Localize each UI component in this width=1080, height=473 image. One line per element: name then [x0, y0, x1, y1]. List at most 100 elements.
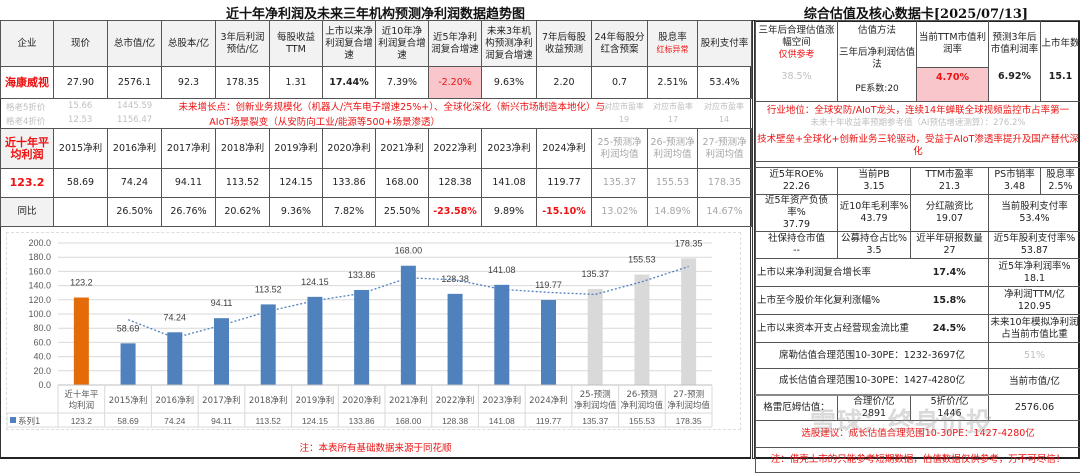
yoy-value: 20.62%: [216, 198, 270, 227]
eps-ttm-value: 1.31: [270, 67, 323, 99]
company-name: 海康威视: [1, 67, 54, 99]
svg-text:25-预测: 25-预测: [580, 389, 611, 400]
method-cell: 估值方法 三年后净利润估值法 PE系数:20: [838, 21, 917, 102]
yoy-row: 同比 26.50% 26.76% 20.62% 9.36% 7.82% 25.5…: [1, 198, 752, 227]
svg-text:140.0: 140.0: [28, 281, 51, 291]
pe-label-1: 对应市盈率: [600, 101, 648, 112]
col-market-cap: 总市值/亿: [108, 21, 162, 67]
svg-text:168.00: 168.00: [395, 246, 423, 256]
col-shares: 总股本/亿: [162, 21, 216, 67]
metric-gross-margin: 近10年毛利率%43.79: [838, 195, 911, 232]
payout-ratio-value: 53.4%: [698, 67, 752, 99]
dividend-yield-label: 股息率: [649, 32, 696, 44]
growth-points-line2: AIoT场景裂变（从安防向工业/能源等500+场景渗透）: [165, 114, 440, 128]
svg-text:180.0: 180.0: [28, 252, 51, 262]
col-cagr-5y: 近5年净利润复合增速: [429, 21, 482, 67]
svg-text:124.15: 124.15: [302, 416, 328, 426]
years-cell: 上市年数 15.1: [1041, 21, 1080, 102]
yoy-value: 9.89%: [482, 198, 537, 227]
profit-value: 168.00: [376, 169, 429, 198]
svg-text:135.37: 135.37: [581, 269, 609, 279]
profit-value: 74.24: [108, 169, 162, 198]
dividend-yield-value: 2.51%: [648, 67, 698, 99]
capex-label: 上市以来资本开支占经营现金流比重: [756, 315, 911, 343]
year-header: 2019净利: [270, 129, 323, 169]
yoy-value: 9.36%: [270, 198, 323, 227]
chart-bar: [681, 258, 696, 385]
chart-bar: [307, 297, 322, 385]
svg-text:20.0: 20.0: [33, 366, 51, 376]
svg-text:均利润: 均利润: [69, 400, 95, 411]
pe-value-2: 17: [648, 115, 698, 124]
svg-text:135.37: 135.37: [582, 416, 608, 426]
yield3-value: 6.92%: [989, 67, 1040, 83]
col-eps-7y: 7年后每股收益预测: [537, 21, 592, 67]
metric-payout-5y: 近5年股利支付率%53.87: [989, 232, 1080, 259]
price-cagr-label: 上市至今股价年化复利涨幅%: [756, 287, 911, 315]
market-cap-value: 2576.1: [108, 67, 162, 99]
svg-text:94.11: 94.11: [211, 416, 232, 426]
svg-text:40.0: 40.0: [33, 352, 51, 362]
svg-text:58.69: 58.69: [117, 323, 140, 333]
year-header: 2016净利: [108, 129, 162, 169]
upside-cell: 三年后合理估值涨幅空间 仅供参考 38.5%: [756, 21, 838, 102]
capex-value: 24.5%: [911, 315, 989, 343]
col-cagr-since-ipo: 上市以来净利润复合增速: [323, 21, 376, 67]
graham-5-price: 15.66: [68, 101, 92, 111]
pe-value-3: 14: [698, 115, 750, 124]
cagr-since-ipo-value: 17.44%: [323, 67, 376, 99]
metric-roe: 近5年ROE%22.26: [756, 168, 838, 195]
upside-label: 三年后合理估值涨幅空间: [757, 25, 836, 49]
col-company: 企业: [1, 21, 54, 67]
yoy-value: [54, 198, 108, 227]
forecast-header: 26-预测净利润均值: [648, 129, 698, 169]
svg-text:近十年平: 近十年平: [64, 389, 99, 400]
svg-text:2018净利: 2018净利: [249, 395, 288, 406]
chart-bar: [121, 343, 136, 385]
yield3-label: 预测3年后市值利润率: [989, 21, 1040, 67]
forecast-header: 27-预测净利润均值: [698, 129, 752, 169]
svg-text:58.69: 58.69: [117, 416, 139, 426]
svg-text:200.0: 200.0: [28, 238, 51, 248]
svg-text:113.52: 113.52: [255, 284, 282, 294]
valuation-top-table: 三年后合理估值涨幅空间 仅供参考 38.5% 估值方法 三年后净利润估值法 PE…: [755, 20, 1080, 168]
upside-note: 仅供参考: [757, 49, 836, 61]
svg-text:120.0: 120.0: [28, 295, 51, 305]
bar-chart-svg: 0.020.040.060.080.0100.0120.0140.0160.01…: [7, 233, 742, 431]
profit-value: 94.11: [162, 169, 216, 198]
svg-text:178.35: 178.35: [676, 416, 702, 426]
avg-profit-label: 近十年平均利润: [1, 129, 54, 169]
cagr-label: 上市以来净利润复合增长率: [756, 259, 911, 287]
yoy-forecast: 13.02%: [592, 198, 648, 227]
col-eps-ttm: 每股收益TTM: [270, 21, 323, 67]
chart-bar: [214, 318, 229, 385]
svg-text:60.0: 60.0: [33, 337, 51, 347]
ai-return-ref: 未来十年收益率预期参考值（AI预估增速测算）：276.2%: [757, 117, 1079, 129]
svg-text:2022净利: 2022净利: [436, 395, 475, 406]
profit-header-row: 近十年平均利润 2015净利 2016净利 2017净利 2018净利 2019…: [1, 129, 752, 169]
method-label: 估值方法: [839, 25, 915, 37]
svg-text:133.86: 133.86: [349, 416, 375, 426]
svg-text:2019净利: 2019净利: [296, 395, 335, 406]
cagr-value: 17.4%: [911, 259, 989, 287]
svg-text:155.53: 155.53: [629, 416, 655, 426]
growth-drivers: 技术壁垒+全球化+创新业务三轮驱动，受益于AIoT渗透率提升及国产替代深化: [757, 134, 1079, 158]
disclaimer: 注：借壳上市的只能参考短期数据，估值数据仅供参考，万不可尽信！: [756, 448, 1080, 473]
svg-text:168.00: 168.00: [395, 416, 421, 426]
mcap-value: 2576.06: [989, 395, 1080, 421]
svg-text:净利润均值: 净利润均值: [667, 400, 710, 411]
yield3-cell: 预测3年后市值利润率 6.92%: [989, 21, 1041, 102]
year-header: 2024净利: [537, 129, 592, 169]
chart-bar: [74, 298, 89, 385]
svg-text:94.11: 94.11: [211, 298, 233, 308]
chart-bar: [401, 266, 416, 385]
eps-7y-value: 2.20: [537, 67, 592, 99]
svg-text:净利润均值: 净利润均值: [574, 400, 617, 411]
stock-summary-table: 企业 现价 总市值/亿 总股本/亿 3年后利润预估/亿 每股收益TTM 上市以来…: [0, 20, 752, 99]
pe-value-1: 19: [600, 115, 648, 124]
